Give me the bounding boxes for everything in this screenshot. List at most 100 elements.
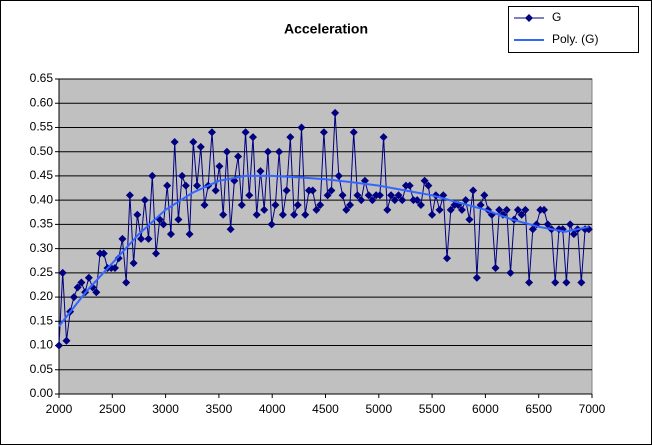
series-line: [58, 174, 590, 327]
data-point: [178, 171, 187, 180]
data-point: [196, 142, 205, 151]
x-tick-label: 3000: [152, 402, 179, 416]
data-point: [122, 278, 131, 287]
data-point: [543, 220, 552, 229]
data-point: [137, 234, 146, 243]
x-tick-label: 7000: [579, 402, 606, 416]
x-tick-label: 6000: [472, 402, 499, 416]
x-tick-label: 4000: [259, 402, 286, 416]
data-point: [144, 234, 153, 243]
data-point: [256, 167, 265, 176]
data-point: [491, 264, 500, 272]
y-tick-label: 0.50: [30, 144, 54, 158]
x-tick-label: 2500: [99, 402, 126, 416]
legend: [508, 6, 639, 53]
data-point: [342, 205, 351, 214]
data-point: [234, 152, 243, 161]
chart-title: Acceleration: [284, 21, 368, 37]
data-point: [375, 191, 384, 200]
data-point: [260, 205, 269, 214]
data-point: [383, 205, 392, 214]
data-point: [200, 201, 209, 209]
data-point: [166, 230, 175, 239]
data-point: [525, 278, 534, 287]
data-point: [540, 205, 549, 214]
data-point: [323, 191, 332, 200]
data-point: [472, 273, 481, 282]
data-point: [84, 273, 93, 282]
data-point: [569, 230, 578, 239]
data-point: [338, 191, 347, 200]
legend-label: G: [552, 10, 561, 24]
data-point: [133, 210, 142, 219]
data-point: [327, 186, 336, 195]
data-point: [245, 191, 254, 200]
data-point: [334, 171, 343, 180]
x-tick-label: 5000: [365, 402, 392, 416]
data-point: [114, 254, 123, 263]
data-point: [193, 181, 202, 190]
data-point: [207, 128, 216, 137]
y-tick-label: 0.30: [30, 241, 54, 255]
x-tick-label: 2000: [46, 402, 73, 416]
data-point: [357, 196, 366, 205]
data-point: [293, 201, 302, 209]
data-point: [513, 205, 522, 214]
data-point: [73, 283, 82, 292]
data-point: [163, 181, 172, 190]
data-point: [275, 147, 284, 156]
x-tick-label: 3500: [206, 402, 233, 416]
y-tick-label: 0.10: [30, 338, 54, 352]
legend-marker: [525, 14, 533, 22]
data-point: [77, 278, 86, 287]
data-point: [353, 191, 362, 200]
data-point: [226, 225, 235, 234]
data-point: [308, 186, 317, 195]
data-point: [140, 196, 149, 205]
data-point: [290, 210, 299, 219]
data-point: [465, 215, 474, 224]
data-point: [237, 201, 246, 209]
plot-area: [58, 78, 593, 395]
data-point: [394, 191, 403, 200]
data-point: [211, 186, 220, 195]
data-point: [110, 264, 119, 272]
data-point: [286, 133, 295, 142]
y-tick-label: 0.20: [30, 289, 54, 303]
data-point: [62, 336, 71, 345]
y-tick-label: 0.15: [30, 313, 54, 327]
data-point: [319, 128, 328, 137]
data-point: [480, 191, 489, 200]
data-point: [528, 225, 537, 234]
data-point: [170, 138, 179, 146]
data-point: [129, 259, 138, 268]
data-point: [189, 138, 198, 146]
y-tick-label: 0.65: [30, 71, 54, 85]
data-point: [267, 220, 276, 229]
data-point: [424, 181, 433, 190]
x-tick-label: 5500: [419, 402, 446, 416]
data-point: [387, 191, 396, 200]
data-point: [159, 220, 168, 229]
data-point: [148, 171, 157, 180]
data-point: [457, 205, 466, 214]
y-tick-label: 0.05: [30, 362, 54, 376]
data-point: [252, 210, 261, 219]
data-point: [435, 205, 444, 214]
data-point: [69, 293, 78, 302]
data-point: [562, 278, 571, 287]
data-point: [368, 196, 377, 205]
data-point: [271, 201, 280, 209]
data-point: [241, 128, 250, 137]
y-tick-label: 0.60: [30, 95, 54, 109]
data-point: [263, 147, 272, 156]
data-point: [446, 205, 455, 214]
data-point: [282, 186, 291, 195]
data-point: [316, 201, 325, 209]
data-point: [566, 220, 575, 229]
data-point: [88, 283, 97, 292]
data-point: [405, 181, 414, 190]
data-point: [99, 249, 108, 258]
